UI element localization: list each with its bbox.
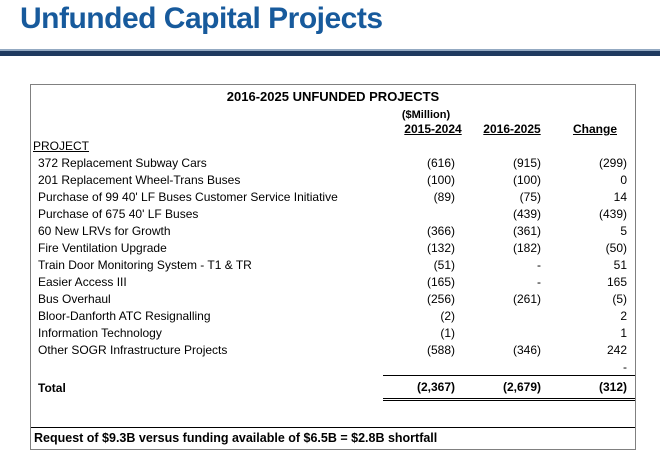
value-cell-2015-2024: (366) bbox=[426, 224, 455, 238]
table-row: Easier Access III (165) - 165 bbox=[31, 274, 635, 291]
total-2016-2025: (2,679) bbox=[469, 375, 555, 401]
value-cell-change: (50) bbox=[605, 241, 627, 255]
table-row: Bus Overhaul (256) (261) (5) bbox=[31, 291, 635, 308]
table-row: Information Technology (1) 1 bbox=[31, 325, 635, 342]
value-cell-2015-2024: (1) bbox=[440, 326, 455, 340]
value-cell-2016-2025: - bbox=[537, 275, 541, 289]
value-cell-change: 242 bbox=[606, 343, 627, 357]
value-cell-2016-2025: (261) bbox=[512, 292, 541, 306]
value-cell-change: 1 bbox=[620, 326, 627, 340]
value-cell-change: 0 bbox=[620, 173, 627, 187]
value-cell-change: 165 bbox=[606, 275, 627, 289]
value-cell-2016-2025: - bbox=[537, 258, 541, 272]
total-row: Total (2,367) (2,679) (312) bbox=[31, 375, 635, 401]
table-row: Purchase of 675 40' LF Buses (439) (439) bbox=[31, 206, 635, 223]
project-cell: Bloor-Danforth ATC Resignalling bbox=[38, 309, 211, 323]
value-cell-2016-2025: (439) bbox=[512, 207, 541, 221]
pre-total-row: - bbox=[31, 359, 635, 376]
value-cell-2016-2025: (915) bbox=[512, 156, 541, 170]
project-cell: Information Technology bbox=[38, 326, 162, 340]
slide-title: Unfunded Capital Projects bbox=[20, 2, 383, 35]
total-2015-2024: (2,367) bbox=[383, 375, 469, 401]
table-row: 60 New LRVs for Growth (366) (361) 5 bbox=[31, 223, 635, 240]
project-cell: Fire Ventilation Upgrade bbox=[38, 241, 167, 255]
unfunded-projects-table: 2015-2024 2016-2025 Change PROJECT 372 R… bbox=[31, 121, 635, 401]
project-header: PROJECT bbox=[33, 139, 90, 153]
value-cell-change: (439) bbox=[598, 207, 627, 221]
project-cell: Train Door Monitoring System - T1 & TR bbox=[38, 258, 252, 272]
table-row: Purchase of 99 40' LF Buses Customer Ser… bbox=[31, 189, 635, 206]
table-row: Fire Ventilation Upgrade (132) (182) (50… bbox=[31, 240, 635, 257]
value-cell-2015-2024 bbox=[383, 206, 469, 223]
table-body: 372 Replacement Subway Cars (616) (915) … bbox=[31, 155, 635, 359]
table-row: 372 Replacement Subway Cars (616) (915) … bbox=[31, 155, 635, 172]
project-cell: Purchase of 99 40' LF Buses Customer Ser… bbox=[38, 190, 338, 204]
value-cell-2015-2024: (165) bbox=[426, 275, 455, 289]
table-row: Train Door Monitoring System - T1 & TR (… bbox=[31, 257, 635, 274]
value-cell-2015-2024: (256) bbox=[426, 292, 455, 306]
value-cell-2016-2025: (100) bbox=[512, 173, 541, 187]
project-cell: 201 Replacement Wheel-Trans Buses bbox=[38, 173, 241, 187]
value-cell-2015-2024: (588) bbox=[426, 343, 455, 357]
value-cell-2016-2025 bbox=[469, 308, 555, 325]
value-cell-change: 5 bbox=[620, 224, 627, 238]
table-row: 201 Replacement Wheel-Trans Buses (100) … bbox=[31, 172, 635, 189]
project-cell: Easier Access III bbox=[38, 275, 127, 289]
column-header-change: Change bbox=[572, 122, 617, 136]
value-cell-2015-2024: (2) bbox=[440, 309, 455, 323]
project-cell: Other SOGR Infrastructure Projects bbox=[38, 343, 228, 357]
unfunded-projects-panel: 2016-2025 UNFUNDED PROJECTS ($Million) 2… bbox=[30, 84, 636, 450]
project-cell: 60 New LRVs for Growth bbox=[38, 224, 171, 238]
project-column-spacer bbox=[31, 121, 383, 138]
value-cell-2015-2024: (132) bbox=[426, 241, 455, 255]
value-cell-2015-2024: (51) bbox=[433, 258, 455, 272]
column-header-2016-2025: 2016-2025 bbox=[483, 122, 541, 136]
value-cell-2016-2025 bbox=[469, 325, 555, 342]
value-cell-2015-2024: (616) bbox=[426, 156, 455, 170]
value-cell-2016-2025: (346) bbox=[512, 343, 541, 357]
column-header-2015-2024: 2015-2024 bbox=[404, 122, 462, 136]
project-header-row: PROJECT bbox=[31, 138, 635, 155]
value-cell-2015-2024: (89) bbox=[433, 190, 455, 204]
value-cell-change: 51 bbox=[613, 258, 627, 272]
table-footer-rows: - Total (2,367) (2,679) (312) bbox=[31, 359, 635, 401]
value-cell-2015-2024: (100) bbox=[426, 173, 455, 187]
value-cell-2016-2025: (75) bbox=[519, 190, 541, 204]
value-cell-change: (299) bbox=[598, 156, 627, 170]
value-cell-2016-2025: (182) bbox=[512, 241, 541, 255]
project-cell: Bus Overhaul bbox=[38, 292, 111, 306]
project-cell: 372 Replacement Subway Cars bbox=[38, 156, 207, 170]
project-cell: Purchase of 675 40' LF Buses bbox=[38, 207, 199, 221]
value-cell-change: 14 bbox=[613, 190, 627, 204]
pre-total-dash: - bbox=[623, 360, 627, 374]
value-cell-change: 2 bbox=[620, 309, 627, 323]
value-cell-2016-2025: (361) bbox=[512, 224, 541, 238]
table-title: 2016-2025 UNFUNDED PROJECTS bbox=[226, 89, 440, 104]
value-cell-change: (5) bbox=[612, 292, 627, 306]
unit-label: ($Million) bbox=[401, 109, 451, 121]
total-label: Total bbox=[38, 380, 66, 395]
total-change: (312) bbox=[555, 375, 635, 401]
table-row: Other SOGR Infrastructure Projects (588)… bbox=[31, 342, 635, 359]
shortfall-footnote: Request of $9.3B versus funding availabl… bbox=[31, 427, 635, 449]
title-rule bbox=[0, 49, 660, 56]
column-header-row: 2015-2024 2016-2025 Change bbox=[31, 121, 635, 138]
table-row: Bloor-Danforth ATC Resignalling (2) 2 bbox=[31, 308, 635, 325]
